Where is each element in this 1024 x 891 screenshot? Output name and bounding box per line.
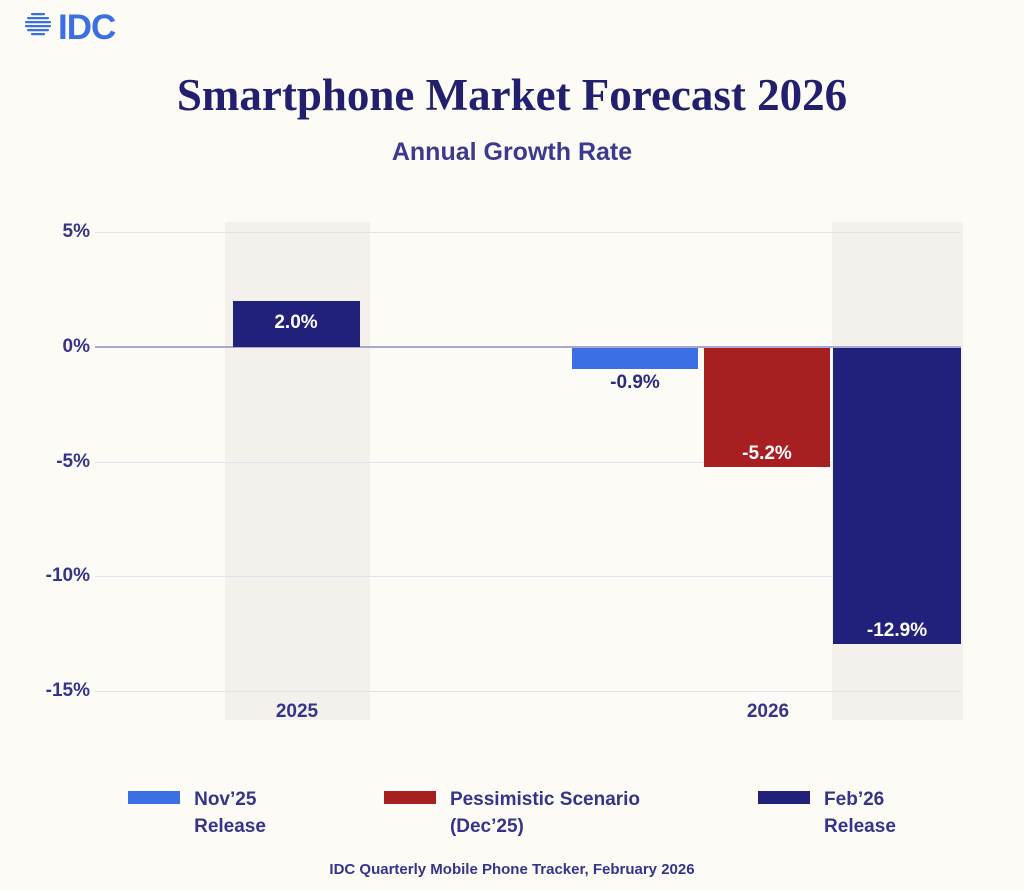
- category-band-2025: [225, 222, 370, 720]
- legend-swatch-nov25: [128, 791, 181, 804]
- bar-2025-feb26[interactable]: [233, 301, 360, 347]
- bar-2026-nov25[interactable]: [572, 348, 698, 369]
- gridline-minus10: [95, 576, 961, 577]
- globe-icon: [22, 8, 56, 47]
- legend-label-nov25: Nov’25 Release: [194, 789, 266, 837]
- ytick-label-0: 0%: [62, 336, 90, 357]
- idc-wordmark: IDC: [58, 8, 116, 47]
- legend-label-feb26: Feb’26 Release: [824, 789, 896, 837]
- xtick-label-2026: 2026: [746, 701, 790, 722]
- xtick-label-2025: 2025: [275, 701, 319, 722]
- axis-zero-line: [95, 346, 961, 348]
- gridline-minus5: [95, 462, 961, 463]
- source-footnote: IDC Quarterly Mobile Phone Tracker, Febr…: [329, 861, 695, 878]
- chart-title: Smartphone Market Forecast 2026: [176, 70, 848, 120]
- ytick-label-minus10: -10%: [45, 565, 90, 586]
- idc-logo: IDC: [22, 8, 116, 47]
- legend-swatch-feb26: [758, 791, 811, 804]
- legend-label-pessimistic: Pessimistic Scenario (Dec’25): [449, 789, 641, 837]
- bar-label-2025-feb26: 2.0%: [274, 312, 318, 333]
- bar-2026-pessimistic[interactable]: [704, 348, 830, 467]
- ytick-label-minus15: -15%: [45, 680, 90, 701]
- chart-subtitle: Annual Growth Rate: [391, 138, 633, 166]
- gridline-minus15: [95, 691, 961, 692]
- legend-swatch-pessimistic: [383, 791, 436, 804]
- bar-label-2026-feb26: -12.9%: [866, 620, 928, 641]
- bar-label-2026-pessimistic: -5.2%: [742, 443, 792, 464]
- bar-label-2026-nov25: -0.9%: [610, 372, 660, 393]
- ytick-label-minus5: -5%: [56, 451, 90, 472]
- bar-2026-feb26[interactable]: [833, 348, 961, 644]
- legend-item-nov25[interactable]: Nov’25 Release: [128, 786, 266, 840]
- ytick-label-5: 5%: [62, 221, 90, 242]
- legend-item-pessimistic[interactable]: Pessimistic Scenario (Dec’25): [383, 786, 641, 840]
- gridline-5: [95, 232, 961, 233]
- legend-item-feb26[interactable]: Feb’26 Release: [758, 786, 896, 840]
- chart-legend: Nov’25 Release Pessimistic Scenario (Dec…: [0, 786, 1024, 840]
